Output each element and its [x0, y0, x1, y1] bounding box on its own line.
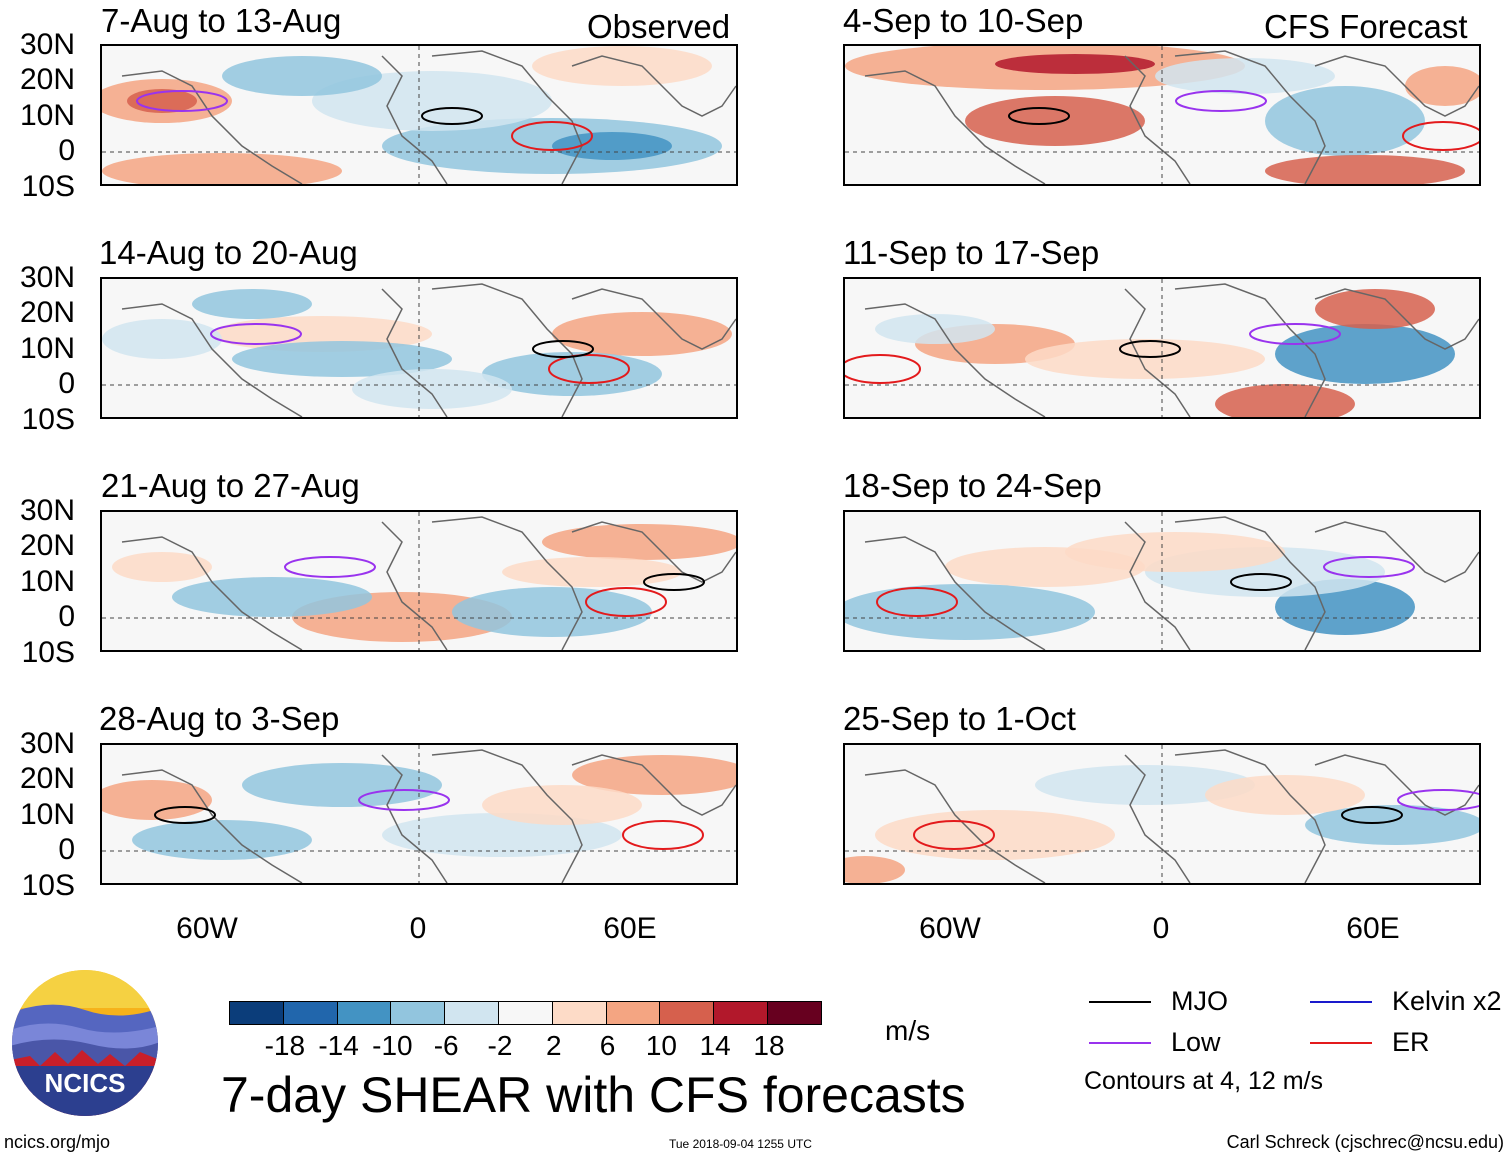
panel-title-right-1: 4-Sep to 10-Sep — [843, 2, 1084, 39]
panel-title-left-1: 7-Aug to 13-Aug — [101, 2, 342, 39]
lat-label: 0 — [58, 600, 75, 633]
legend-label: Kelvin x2 — [1392, 986, 1502, 1016]
legend-label: ER — [1392, 1027, 1430, 1057]
legend-line-mjo — [1089, 1000, 1151, 1003]
lon-label: 60E — [1346, 912, 1400, 945]
colorbar-tick: -2 — [487, 1030, 513, 1061]
colorbar-tick: -6 — [433, 1030, 459, 1061]
lat-label: 30N — [19, 727, 75, 760]
colorbar-tick: 2 — [546, 1030, 562, 1061]
map-panel-observed-2 — [100, 277, 738, 419]
lat-label: 10N — [19, 332, 75, 365]
map-panel-observed-4 — [100, 743, 738, 885]
observed-label: Observed — [587, 8, 731, 45]
shear-field — [102, 745, 736, 883]
map-panel-forecast-1 — [843, 44, 1481, 186]
lat-label: 10N — [19, 99, 75, 132]
colorbar-swatch — [605, 1001, 661, 1025]
colorbar-swatch — [659, 1001, 715, 1025]
footer-timestamp: Tue 2018-09-04 1255 UTC — [669, 1137, 812, 1151]
lon-label: 60E — [603, 912, 657, 945]
panel-title-right-4: 25-Sep to 1-Oct — [843, 700, 1076, 737]
colorbar-swatch — [713, 1001, 768, 1025]
colorbar-swatch — [282, 1001, 338, 1025]
lon-label: 60W — [176, 912, 238, 945]
colorbar-swatch — [766, 1001, 822, 1025]
panel-title-right-3: 18-Sep to 24-Sep — [843, 467, 1102, 504]
logo-text: NCICS — [45, 1068, 126, 1098]
lat-label: 0 — [58, 833, 75, 866]
lat-label: 30N — [19, 28, 75, 61]
chart-main-title: 7-day SHEAR with CFS forecasts — [221, 1067, 966, 1123]
panel-title-left-3: 21-Aug to 27-Aug — [101, 467, 360, 504]
colorbar-swatch — [229, 1001, 284, 1025]
lat-label: 20N — [19, 296, 75, 329]
colorbar-swatch — [444, 1001, 499, 1025]
legend-line-low — [1089, 1041, 1151, 1044]
legend-item-mjo: MJO — [1089, 986, 1228, 1017]
shear-field — [102, 512, 736, 650]
colorbar-tick: -14 — [318, 1030, 359, 1061]
footer-author: Carl Schreck (cjschrec@ncsu.edu) — [1226, 1132, 1504, 1152]
lat-label: 0 — [58, 367, 75, 400]
lat-label: 10S — [21, 403, 75, 436]
shear-field — [102, 279, 736, 417]
colorbar-tick: 6 — [599, 1030, 616, 1061]
colorbar-swatch — [336, 1001, 392, 1025]
legend-label: Low — [1171, 1027, 1221, 1057]
colorbar-tick: -10 — [372, 1030, 413, 1061]
lat-label: 10N — [19, 565, 75, 598]
map-panel-observed-1 — [100, 44, 738, 186]
legend-line-kelvin — [1310, 1000, 1372, 1003]
colorbar-unit: m/s — [885, 1015, 931, 1046]
shear-field — [102, 46, 736, 184]
legend-item-er: ER — [1310, 1027, 1430, 1058]
shear-field — [845, 46, 1479, 184]
colorbar-tick: 14 — [699, 1030, 731, 1061]
legend-item-kelvin: Kelvin x2 — [1310, 986, 1502, 1017]
map-panel-forecast-3 — [843, 510, 1481, 652]
lat-label: 10N — [19, 798, 75, 831]
lon-label: 0 — [409, 912, 427, 945]
lat-label: 20N — [19, 762, 75, 795]
lat-label: 20N — [19, 529, 75, 562]
panel-title-left-2: 14-Aug to 20-Aug — [99, 234, 358, 271]
lat-label: 0 — [58, 134, 75, 167]
legend-line-er — [1310, 1041, 1372, 1044]
colorbar-tick: 10 — [645, 1030, 677, 1061]
legend-label: MJO — [1171, 986, 1228, 1016]
colorbar — [229, 1001, 822, 1025]
colorbar-tick: 18 — [753, 1030, 785, 1061]
legend-note: Contours at 4, 12 m/s — [1084, 1067, 1324, 1095]
colorbar-swatch — [551, 1001, 607, 1025]
lat-label: 10S — [21, 170, 75, 203]
lat-label: 30N — [19, 261, 75, 294]
lon-label: 60W — [919, 912, 981, 945]
lat-label: 30N — [19, 494, 75, 527]
lat-label: 20N — [19, 63, 75, 96]
colorbar-swatch — [390, 1001, 446, 1025]
lon-label: 0 — [1152, 912, 1170, 945]
shear-field — [845, 745, 1479, 883]
panel-title-left-4: 28-Aug to 3-Sep — [99, 700, 340, 737]
map-panel-forecast-4 — [843, 743, 1481, 885]
lat-label: 10S — [21, 636, 75, 669]
map-panel-forecast-2 — [843, 277, 1481, 419]
ncics-logo[interactable]: NCICS — [10, 968, 160, 1118]
legend-item-low: Low — [1089, 1027, 1221, 1058]
shear-field — [845, 512, 1479, 650]
lat-label: 10S — [21, 869, 75, 902]
colorbar-swatch — [497, 1001, 553, 1025]
shear-field — [845, 279, 1479, 417]
panel-title-right-2: 11-Sep to 17-Sep — [843, 234, 1100, 271]
forecast-label: CFS Forecast — [1264, 8, 1468, 45]
colorbar-tick: -18 — [264, 1030, 306, 1061]
footer-website-link[interactable]: ncics.org/mjo — [4, 1132, 111, 1152]
map-panel-observed-3 — [100, 510, 738, 652]
